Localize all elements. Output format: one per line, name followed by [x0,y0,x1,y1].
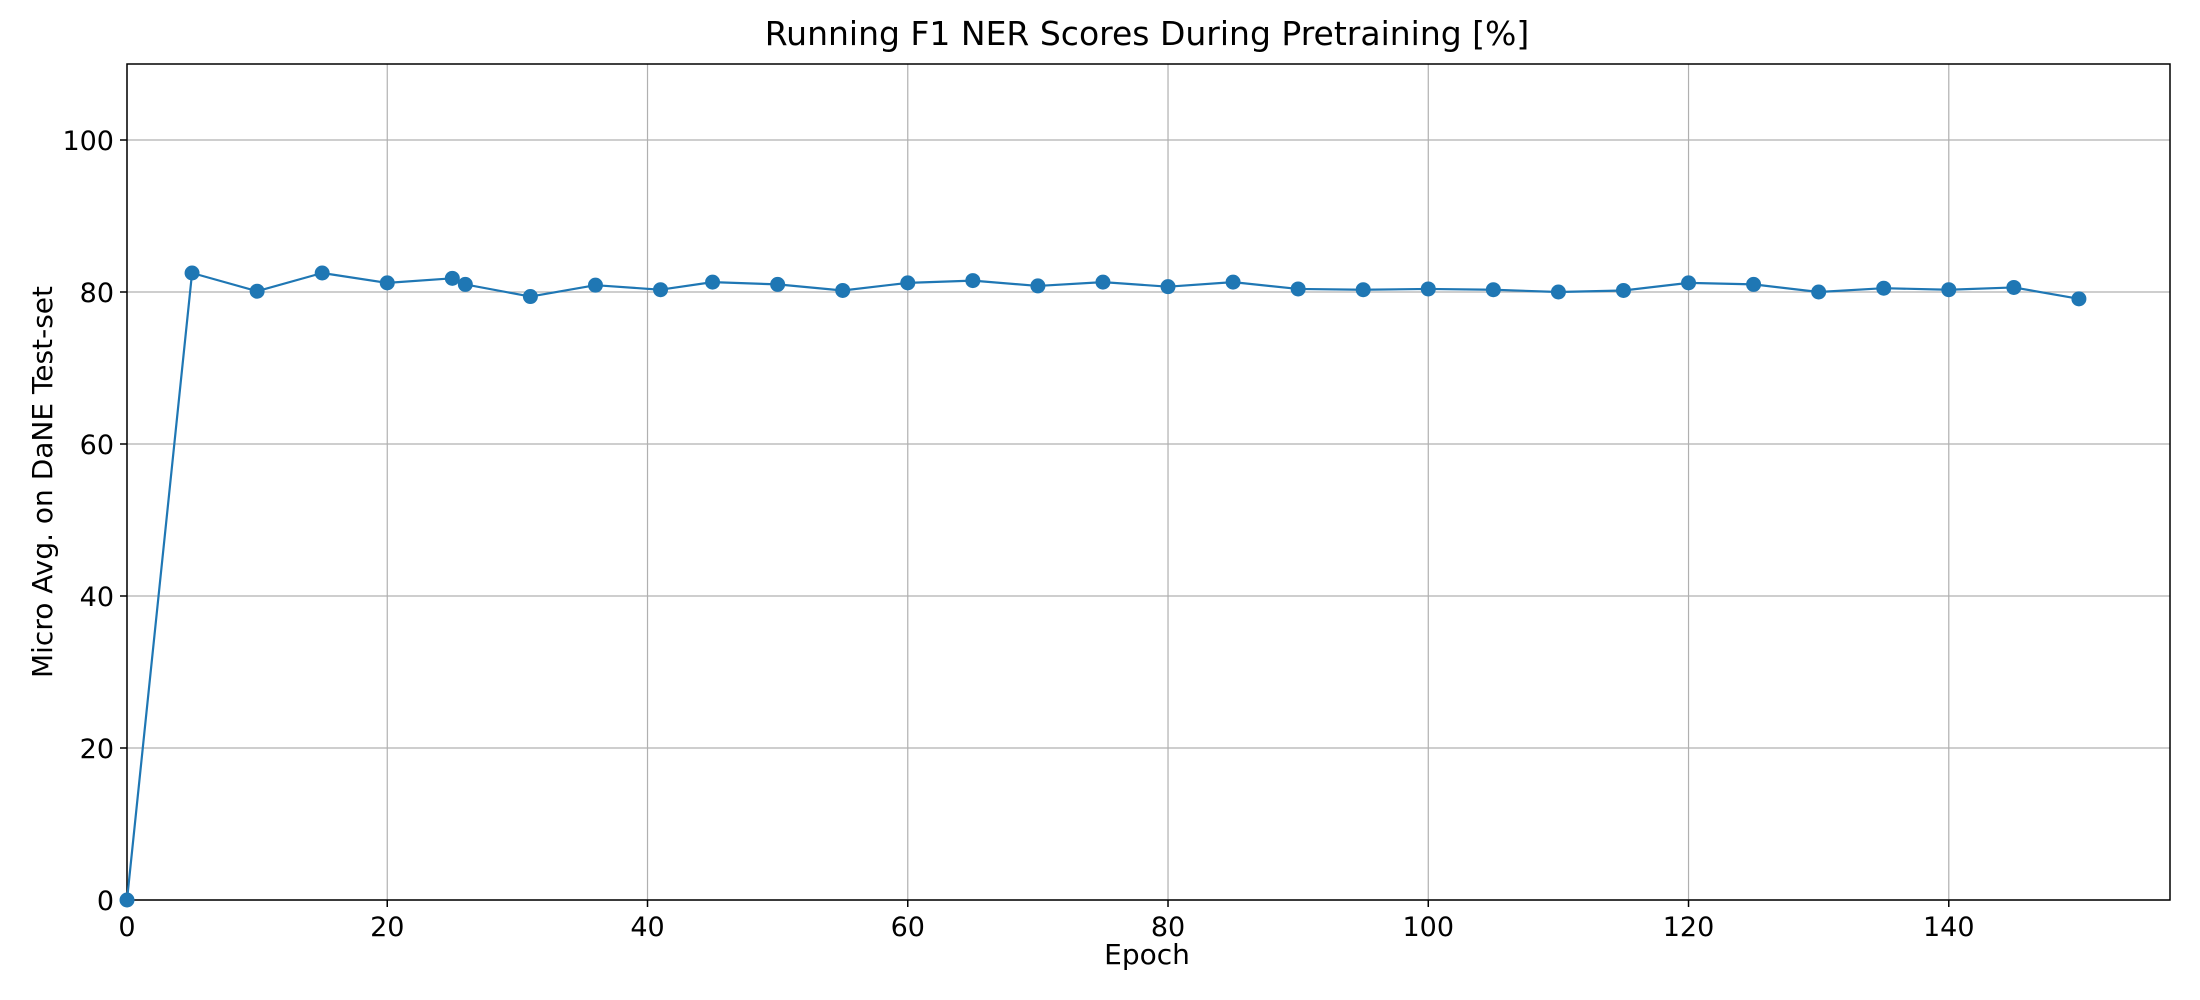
data-point [1290,281,1306,297]
y-axis-label: Micro Avg. on DaNE Test-set [26,286,59,678]
data-point [1030,278,1046,294]
y-tick-label: 100 [62,126,114,157]
data-point [119,892,135,908]
x-tick-label: 140 [1923,912,1975,943]
data-point [2071,291,2087,307]
y-tick-label: 0 [97,886,114,917]
x-tick-label: 20 [370,912,404,943]
series-line [125,271,2080,901]
data-point [522,289,538,305]
data-point [1160,279,1176,295]
data-point [314,265,330,281]
x-tick-label: 0 [118,912,135,943]
y-tick-label: 60 [80,430,114,461]
data-point [379,275,395,291]
tick-labels: 0 20 40 60 80 100 120 140 0 20 40 60 80 100 [62,126,1974,943]
chart-title: Running F1 NER Scores During Pretraining… [765,14,1530,53]
data-point [444,270,460,286]
data-point [900,275,916,291]
x-tick-label: 80 [1151,912,1185,943]
data-point [835,282,851,298]
data-point [1941,282,1957,298]
data-point [1095,274,1111,290]
x-tick-label: 40 [630,912,664,943]
data-point [457,276,473,292]
axes [120,63,2171,907]
y-tick-label: 80 [80,278,114,309]
data-point [1876,280,1892,296]
data-point [1355,282,1371,298]
y-tick-label: 20 [80,734,114,765]
x-tick-label: 120 [1663,912,1715,943]
grid-lines [126,64,2170,901]
data-point [965,273,981,289]
plot-frame [126,63,2171,901]
data-point [653,282,669,298]
data-point [1225,274,1241,290]
data-point [2006,279,2022,295]
data-point [770,276,786,292]
data-point [1485,282,1501,298]
series-layer [119,265,2087,908]
y-tick-label: 40 [80,582,114,613]
x-tick-label: 100 [1403,912,1455,943]
data-point [1615,282,1631,298]
data-point [1811,284,1827,300]
data-point [1746,276,1762,292]
x-axis-label: Epoch [1104,938,1190,971]
data-point [1681,275,1697,291]
data-point [184,265,200,281]
data-point [587,277,603,293]
data-point [1420,281,1436,297]
data-point [249,283,265,299]
data-point [1550,284,1566,300]
data-point [705,274,721,290]
x-tick-label: 60 [891,912,925,943]
